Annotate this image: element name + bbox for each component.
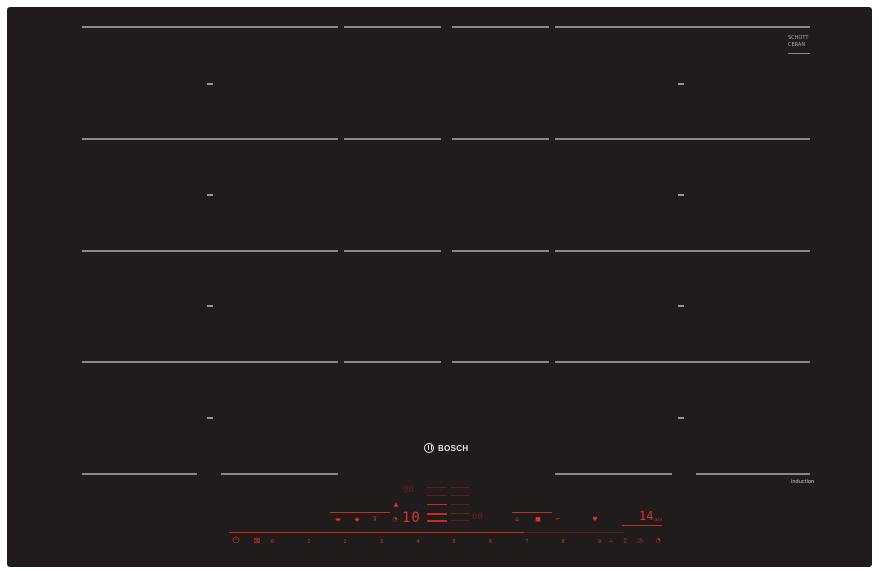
zone-line (555, 26, 810, 28)
function-bar (330, 512, 390, 513)
indicator-bar (451, 487, 469, 488)
power-icon[interactable]: ⏻ (232, 536, 240, 546)
power-slider-track-dim[interactable] (524, 532, 624, 533)
top-indicator-display: 90 (403, 485, 414, 495)
slider-number[interactable]: 0 (271, 539, 275, 545)
zone-line (82, 361, 338, 363)
wipe-protection-icon[interactable]: ■ (535, 516, 541, 523)
zone-line (344, 138, 441, 140)
zone-line (82, 138, 338, 140)
bottom-zone-line-left (82, 473, 197, 475)
slider-number[interactable]: 7 (525, 539, 529, 545)
function-bar (512, 512, 552, 513)
induction-label: induction (791, 479, 815, 485)
zone-center-mark (678, 194, 684, 196)
slider-number[interactable]: 3 (379, 539, 383, 545)
zone-line (452, 250, 549, 252)
bottom-zone-line-right (555, 473, 672, 475)
indicator-bar (451, 520, 469, 521)
power-slider-track[interactable] (229, 532, 524, 533)
zone-line (452, 138, 549, 140)
glass-brand-underline (788, 53, 810, 54)
zone-line (452, 26, 549, 28)
zone-center-mark (207, 305, 213, 307)
timer-unit: min (655, 517, 663, 522)
timer-display: 14 (639, 509, 654, 523)
sensor-icon[interactable]: ◆ (354, 516, 360, 523)
brand-logo: BOSCH (424, 443, 468, 453)
power-slider[interactable]: 0 1 2 3 4 5 6 7 8 9 (271, 537, 601, 547)
glass-brand-line2: CERAN (788, 42, 806, 48)
zone-line (344, 250, 441, 252)
bottom-zone-line-left (221, 473, 338, 475)
slider-number[interactable]: 1 (307, 539, 311, 545)
slider-number[interactable]: 4 (416, 539, 420, 545)
boost-icon[interactable]: ▲ (393, 501, 399, 508)
frying-icon[interactable]: ⊼ (372, 516, 378, 523)
indicator-bar (451, 495, 469, 496)
main-power-display: 10 (402, 510, 421, 526)
move-icon[interactable]: ⊥ (608, 537, 614, 544)
timer-bar (622, 525, 662, 526)
zone-center-mark (678, 83, 684, 85)
glass-brand-line1: SCHOTT (788, 35, 809, 41)
indicator-bar (427, 487, 447, 488)
zone-center-mark (678, 417, 684, 419)
cooktop-panel: SCHOTT CERAN induction BOSCH 90 (7, 7, 872, 567)
indicator-bar (427, 495, 447, 496)
lock-icon[interactable]: ⊠ (253, 536, 261, 545)
zone-line (555, 138, 810, 140)
zone-center-mark (207, 83, 213, 85)
indicator-bar-active (427, 520, 447, 522)
slider-number[interactable]: 2 (343, 539, 347, 545)
slider-number[interactable]: 6 (488, 539, 492, 545)
zone-line (344, 26, 441, 28)
indicator-bar (451, 513, 469, 514)
brand-name: BOSCH (438, 443, 469, 453)
zone-center-mark (207, 194, 213, 196)
keep-warm-icon[interactable]: ⌐ (555, 516, 561, 523)
pan-icon[interactable]: ▬ (335, 516, 341, 523)
zone-line (82, 26, 338, 28)
zone-center-mark (207, 417, 213, 419)
zone-line (555, 361, 810, 363)
stopwatch-icon[interactable]: ▯ (623, 537, 627, 544)
indicator-bar-active (427, 513, 447, 515)
alarm-icon[interactable]: ◔ (655, 537, 661, 544)
zone-line (344, 361, 441, 363)
slider-number[interactable]: 5 (452, 539, 456, 545)
timer-icon[interactable]: ◔ (392, 516, 398, 523)
zone-line (82, 250, 338, 252)
transfer-icon[interactable]: ⌂ (515, 516, 519, 523)
slider-number[interactable]: 9 (597, 539, 601, 545)
indicator-bar (427, 504, 447, 505)
right-indicator-display: 60 (472, 512, 483, 522)
slider-number[interactable]: 8 (561, 539, 565, 545)
bottom-zone-line-right (696, 473, 810, 475)
zone-line (555, 250, 810, 252)
zone-center-mark (678, 305, 684, 307)
zone-line (452, 361, 549, 363)
indicator-bar (451, 504, 469, 505)
bosch-logo-icon (424, 443, 434, 453)
favourite-icon[interactable]: ♥ (592, 516, 598, 523)
clock-icon[interactable]: ◷ (637, 537, 643, 544)
